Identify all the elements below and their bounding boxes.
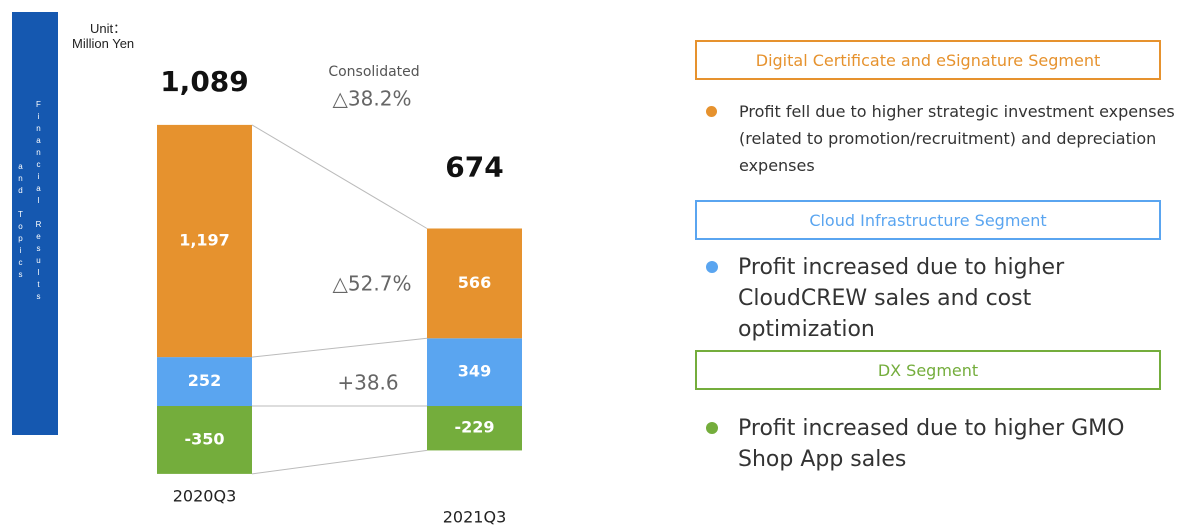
total-label: 1,089 bbox=[160, 65, 249, 98]
chart: Consolidated △38.2% △52.7% +38.6 -350 252… bbox=[157, 64, 522, 527]
annotation: △38.2% bbox=[333, 87, 412, 111]
value-label: 566 bbox=[458, 273, 491, 292]
category-label: 2020Q3 bbox=[173, 487, 237, 506]
bullet: Profit increased due to higher CloudCREW… bbox=[706, 252, 1126, 345]
bar-segment bbox=[427, 406, 522, 451]
unit-label: Million Yen bbox=[72, 36, 135, 51]
annotation: +38.6 bbox=[337, 371, 398, 395]
value-label: -350 bbox=[184, 429, 224, 448]
bar-segment bbox=[157, 406, 252, 474]
bar-segment bbox=[157, 357, 252, 406]
category-label: 2021Q3 bbox=[443, 508, 507, 527]
bullet: Profit fell due to higher strategic inve… bbox=[706, 98, 1176, 179]
connector bbox=[251, 337, 428, 358]
segment-note: Profit increased due to higher GMO Shop … bbox=[738, 416, 1125, 472]
segment-heading-text: Cloud Infrastructure Segment bbox=[809, 210, 1047, 230]
bar-segment bbox=[157, 124, 252, 358]
connector bbox=[251, 124, 428, 229]
segment-note: Profit increased due to higher CloudCREW… bbox=[738, 255, 1065, 342]
value-label: 252 bbox=[188, 371, 221, 390]
sidebar: Financial Results and Topics bbox=[12, 12, 58, 435]
connector bbox=[251, 449, 428, 475]
segment-heading-text: Digital Certificate and eSignature Segme… bbox=[755, 50, 1101, 70]
annotation: △52.7% bbox=[333, 272, 412, 296]
bullet-dot bbox=[706, 106, 717, 117]
value-label: -229 bbox=[454, 418, 494, 437]
bullet-dot bbox=[706, 261, 718, 273]
segment-heading-text: DX Segment bbox=[877, 360, 979, 380]
bullet: Profit increased due to higher GMO Shop … bbox=[706, 413, 1126, 475]
segment-heading: Cloud Infrastructure Segment bbox=[695, 200, 1161, 240]
value-label: 1,197 bbox=[179, 231, 230, 250]
sidebar-title: Financial Results bbox=[34, 100, 43, 304]
annotation: Consolidated bbox=[328, 64, 419, 80]
total-label: 674 bbox=[445, 150, 503, 183]
bar-segment bbox=[427, 228, 522, 339]
bullet-dot bbox=[706, 422, 718, 434]
unit-label: Unit： bbox=[90, 21, 127, 36]
segment-heading: DX Segment bbox=[695, 350, 1161, 390]
bar-segment bbox=[427, 338, 522, 406]
segment-note: Profit fell due to higher strategic inve… bbox=[739, 102, 1175, 175]
value-label: 349 bbox=[458, 362, 491, 381]
segment-heading: Digital Certificate and eSignature Segme… bbox=[695, 40, 1161, 80]
sidebar-title: and Topics bbox=[16, 162, 25, 282]
